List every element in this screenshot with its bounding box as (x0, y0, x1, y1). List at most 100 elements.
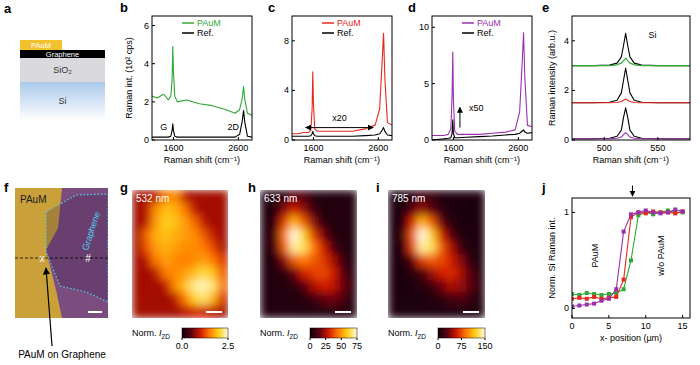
heat-cell (161, 228, 171, 241)
heat-cell (427, 228, 437, 241)
heat-cell (190, 267, 200, 280)
heat-cell (180, 241, 190, 254)
marker (585, 303, 589, 307)
annotation: PAuM (590, 244, 600, 268)
label-part: Norm. (388, 328, 415, 338)
heat-cell (260, 216, 270, 229)
series-group (292, 33, 392, 136)
heat-cell (407, 267, 417, 280)
series-line (292, 33, 392, 133)
heat-cell (270, 203, 280, 216)
marker (681, 209, 685, 213)
heat-cell (398, 241, 408, 254)
panel-label: c (268, 0, 275, 15)
x-tick (604, 137, 605, 140)
y-tick-label: 8 (284, 36, 289, 46)
heat-cell (199, 280, 209, 293)
heat-cell (475, 280, 485, 293)
heat-cell (142, 216, 152, 229)
marker (577, 296, 581, 300)
heat-cell (218, 190, 228, 203)
map-cells (132, 190, 228, 318)
heat-cell (328, 292, 338, 305)
heat-cell (142, 292, 152, 305)
marker (600, 299, 604, 303)
heat-cell (427, 254, 437, 267)
heat-cell (142, 280, 152, 293)
heat-cell (456, 203, 466, 216)
heat-cell (180, 305, 190, 318)
line-scan (15, 258, 108, 259)
colorbar-label: Norm. I2D (388, 328, 426, 340)
marker (666, 210, 670, 214)
heat-cell (446, 280, 456, 293)
x-tick (313, 137, 314, 140)
heat-cell (270, 228, 280, 241)
heat-cell (279, 305, 289, 318)
heat-cell (466, 190, 476, 203)
scale-bar (335, 311, 351, 313)
heat-cell (151, 280, 161, 293)
point-label: # (85, 253, 91, 264)
heat-cell (388, 292, 398, 305)
heat-cell (199, 267, 209, 280)
heat-cell (309, 190, 319, 203)
heat-cell (398, 305, 408, 318)
label-part: Norm. (132, 328, 159, 338)
heat-cell (132, 280, 142, 293)
heat-cell (289, 305, 299, 318)
heat-cell (466, 254, 476, 267)
series-line (572, 133, 690, 139)
heat-cell (132, 305, 142, 318)
heat-cell (437, 241, 447, 254)
marker (622, 287, 626, 291)
panel-label: a (4, 1, 12, 16)
panel-line: b160026000246Raman shift (cm⁻¹)Raman int… (120, 0, 252, 165)
x-tick (173, 137, 174, 140)
heat-cell (427, 280, 437, 293)
heat-cell (279, 228, 289, 241)
y-tick (152, 101, 155, 102)
heat-cell (299, 241, 309, 254)
marker (614, 295, 618, 299)
series-line (572, 99, 690, 103)
heat-cell (132, 241, 142, 254)
heat-cell (427, 292, 437, 305)
heat-cell (427, 190, 437, 203)
x-axis-label: x- position (μm) (600, 333, 662, 343)
y-tick (572, 90, 575, 91)
heat-cell (417, 305, 427, 318)
map-title: 785 nm (392, 193, 425, 204)
heat-cell (289, 241, 299, 254)
heat-cell (407, 241, 417, 254)
x-axis-label: Raman shift (cm⁻¹) (304, 155, 380, 165)
heat-cell (309, 267, 319, 280)
heat-cell (151, 228, 161, 241)
heat-cell (437, 292, 447, 305)
heat-cell (318, 241, 328, 254)
heat-cell (299, 254, 309, 267)
marker (622, 278, 626, 282)
colorbar-tick-label: 0.0 (176, 341, 189, 351)
heat-cell (437, 228, 447, 241)
heat-cell (218, 254, 228, 267)
heat-cell (170, 254, 180, 267)
heat-cell (309, 228, 319, 241)
panel-label: b (120, 0, 128, 15)
y-tick-label: 10 (419, 22, 429, 32)
heat-cell (398, 254, 408, 267)
heat-cell (299, 190, 309, 203)
heat-cell (446, 267, 456, 280)
map-title: 532 nm (136, 193, 169, 204)
series-line (292, 128, 392, 137)
heat-cell (328, 190, 338, 203)
heat-cell (446, 305, 456, 318)
heat-cell (417, 216, 427, 229)
colorbar-tick-label: 0 (435, 341, 440, 351)
colorbar-tick-label: 50 (336, 341, 346, 351)
legend-label: Ref. (477, 28, 494, 38)
x-tick (645, 315, 646, 318)
marker (651, 209, 655, 213)
y-tick-label: 4 (564, 36, 569, 46)
marker (585, 297, 589, 301)
